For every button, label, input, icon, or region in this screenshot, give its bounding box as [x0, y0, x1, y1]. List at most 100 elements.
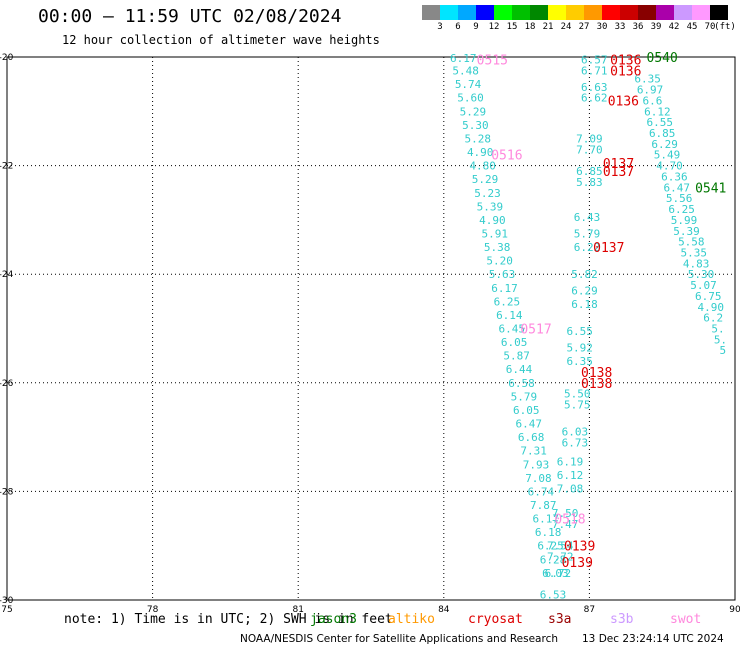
legend-swatch: [656, 5, 674, 20]
wave-height-value: 6.35: [566, 355, 593, 368]
wave-height-value: 5.99: [671, 214, 698, 227]
legend-swatch: [584, 5, 602, 20]
legend-swatch: [638, 5, 656, 20]
wave-height-value: 6.19: [557, 456, 584, 469]
wave-height-value: 6.6: [643, 94, 663, 107]
wave-height-value: 5.: [711, 323, 724, 336]
wave-height-value: 6.25: [668, 203, 695, 216]
wave-height-value: 5.39: [477, 200, 504, 213]
wave-height-value: 5.56: [666, 192, 693, 205]
wave-height-value: 7.93: [523, 458, 550, 471]
legend-swatch: [692, 5, 710, 20]
wave-height-value: 6.18: [571, 298, 598, 311]
legend-tick-label: 70: [704, 22, 716, 32]
pass-time-label: 0137: [593, 241, 624, 256]
pass-time-label: 0136: [610, 54, 641, 69]
wave-height-value: 6.45: [498, 323, 525, 336]
legend-tick-label: 12: [488, 22, 500, 32]
legend-swatch: [602, 5, 620, 20]
wave-height-value: 6.63: [581, 81, 608, 94]
credit-line: NOAA/NESDIS Center for Satellite Applica…: [240, 633, 558, 645]
wave-height-value: 6.44: [506, 363, 533, 376]
wave-height-value: 6.18: [535, 526, 562, 539]
wave-height-value: 5.30: [462, 119, 489, 132]
generated-timestamp: 13 Dec 23:24:14 UTC 2024: [582, 633, 724, 645]
wave-height-value: 7.72: [547, 551, 574, 564]
legend-swatch: [512, 5, 530, 20]
wave-height-value: 5: [720, 344, 727, 357]
wave-height-value: 6.2: [703, 312, 723, 325]
pass-time-label: 0136: [608, 94, 639, 109]
wave-height-value: 7.47: [552, 518, 579, 531]
wave-height-value: 5.87: [503, 350, 530, 363]
lon-tick-label: 75: [1, 605, 12, 615]
wave-height-value: 5.28: [465, 132, 492, 145]
wave-height-value: 4.80: [469, 160, 496, 173]
wave-height-value: 6.72: [545, 567, 572, 580]
pass-time-label: 0515: [477, 54, 508, 69]
lon-tick-label: 87: [584, 605, 595, 615]
mission-label-swot: swot: [670, 612, 702, 627]
legend-tick-label: 39: [650, 22, 662, 32]
wave-height-value: 6.75: [695, 290, 722, 303]
pass-time-label: 0139: [562, 556, 593, 571]
pass-time-label: 0136: [610, 65, 641, 80]
legend-tick-label: 27: [578, 22, 590, 32]
mission-label-s3b: s3b: [610, 612, 634, 627]
wave-height-value: 7.09: [576, 132, 603, 145]
wave-height-value: 7.08: [525, 472, 552, 485]
legend-tick-label: 18: [524, 22, 536, 32]
lat-tick-label: -26: [0, 379, 14, 389]
legend-swatch: [476, 5, 494, 20]
pass-time-label: 0137: [603, 157, 634, 172]
wave-height-value: 5.30: [688, 268, 715, 281]
wave-height-value: 6.74: [528, 485, 555, 498]
legend-tick-label: 9: [473, 22, 479, 32]
legend-swatch: [710, 5, 728, 20]
lon-tick-label: 81: [292, 605, 303, 615]
map-frame: [6, 56, 736, 601]
wave-height-value: 4.90: [479, 214, 506, 227]
wave-height-value: 4.83: [683, 257, 710, 270]
wave-height-value: 5.63: [489, 268, 516, 281]
wave-height-value: 6.14: [496, 309, 523, 322]
wave-height-value: 5.79: [511, 390, 538, 403]
legend-tick-label: 24: [560, 22, 572, 32]
wave-height-value: 7.50: [552, 507, 579, 520]
wave-height-value: 6.55: [647, 116, 674, 129]
wave-height-value: 6.35: [634, 73, 661, 86]
wave-height-value: 5.07: [690, 279, 717, 292]
wave-height-value: 6.22: [574, 241, 601, 254]
track-layer: 6.175.485.745.605.295.305.284.904.805.29…: [450, 51, 727, 602]
wave-height-value: 6.68: [518, 431, 545, 444]
wave-height-value: 6.03: [562, 426, 589, 439]
wave-height-value: 6.05: [513, 404, 540, 417]
mission-label-altiko: altiko: [388, 612, 435, 627]
legend-swatch: [494, 5, 512, 20]
wave-height-value: 6.53: [540, 589, 567, 602]
legend-swatch: [422, 5, 440, 20]
wave-height-value: 6.29: [571, 284, 598, 297]
wave-height-value: 6.03: [542, 567, 569, 580]
wave-height-value: 5.48: [452, 65, 479, 78]
wave-height-value: 6.25: [494, 295, 521, 308]
wave-height-value: 6.57: [581, 54, 608, 67]
wave-height-value: 6.12: [644, 105, 671, 118]
wave-height-value: 6.71: [581, 65, 608, 78]
pass-time-label: 0137: [603, 165, 634, 180]
wave-height-value: 7.31: [520, 445, 547, 458]
lat-tick-label: -22: [0, 162, 13, 172]
legend-swatch: [530, 5, 548, 20]
legend-tick-label: 42: [668, 22, 680, 32]
wave-height-value: 5.29: [472, 173, 499, 186]
wave-height-value: 6.25: [537, 540, 564, 553]
wave-height-value: 6.36: [661, 170, 688, 183]
pass-time-label: 0541: [695, 181, 726, 196]
mission-label-cryosat: cryosat: [468, 612, 523, 627]
wave-height-value: 5.49: [654, 149, 681, 162]
pass-time-label: 0139: [564, 540, 595, 555]
wave-height-value: 5.29: [460, 105, 487, 118]
lon-tick-label: 84: [438, 605, 450, 615]
